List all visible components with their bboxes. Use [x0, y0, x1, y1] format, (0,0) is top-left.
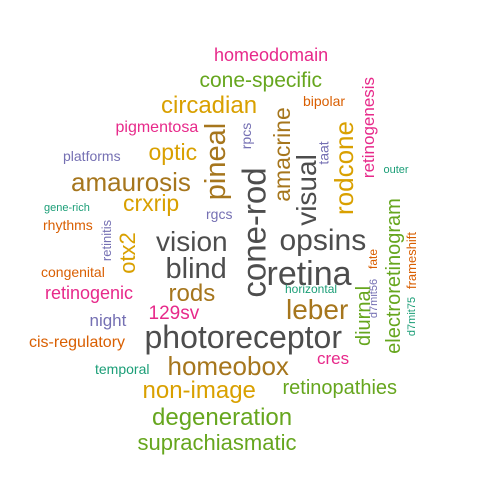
- word-retinogenesis: retinogenesis: [358, 76, 378, 178]
- word-electroretinogram: electroretinogram: [382, 198, 405, 354]
- word-opsins: opsins: [279, 224, 367, 257]
- word-rpcs: rpcs: [238, 122, 255, 150]
- word-cis-regulatory: cis-regulatory: [29, 334, 126, 351]
- word-retinogenic: retinogenic: [45, 283, 134, 303]
- word-homeodomain: homeodomain: [214, 45, 329, 65]
- word-cone-specific: cone-specific: [199, 68, 323, 92]
- word-vision: vision: [156, 226, 228, 257]
- word-leber: leber: [286, 294, 349, 325]
- word-129sv: 129sv: [148, 302, 200, 324]
- word-night: night: [89, 310, 127, 330]
- word-rodcone: rodcone: [328, 121, 359, 215]
- word-frameshift: frameshift: [403, 231, 419, 289]
- word-non-image: non-image: [142, 377, 256, 404]
- word-bipolar: bipolar: [303, 93, 346, 109]
- word-photoreceptor: photoreceptor: [144, 319, 342, 355]
- word-degeneration: degeneration: [152, 404, 293, 431]
- word-circadian: circadian: [161, 92, 258, 119]
- word-outer: outer: [383, 163, 409, 176]
- word-gene-rich: gene-rich: [44, 201, 90, 214]
- word-fate: fate: [366, 248, 381, 270]
- word-rods: rods: [168, 280, 216, 307]
- word-retinitis: retinitis: [98, 219, 114, 261]
- word-visual: visual: [290, 154, 322, 226]
- word-d7mit75: d7mit75: [405, 296, 418, 336]
- word-retinopathies: retinopathies: [282, 377, 398, 399]
- word-homeobox: homeobox: [167, 351, 289, 381]
- word-blind: blind: [165, 252, 227, 285]
- word-crxrip: crxrip: [123, 189, 180, 216]
- word-rhythms: rhythms: [43, 217, 93, 233]
- word-pineal: pineal: [199, 122, 232, 200]
- word-pigmentosa: pigmentosa: [115, 119, 199, 136]
- word-amaurosis: amaurosis: [71, 167, 191, 197]
- word-horizontal: horizontal: [285, 282, 338, 296]
- word-rgcs: rgcs: [206, 206, 233, 222]
- word-cres: cres: [317, 348, 350, 368]
- word-diurnal: diurnal: [353, 285, 376, 347]
- word-otx2: otx2: [114, 232, 140, 274]
- word-retina: retina: [266, 255, 352, 293]
- word-platforms: platforms: [63, 148, 121, 164]
- word-temporal: temporal: [95, 361, 150, 377]
- word-congenital: congenital: [41, 264, 105, 280]
- word-optic: optic: [148, 138, 198, 165]
- word-suprachiasmatic: suprachiasmatic: [137, 430, 297, 455]
